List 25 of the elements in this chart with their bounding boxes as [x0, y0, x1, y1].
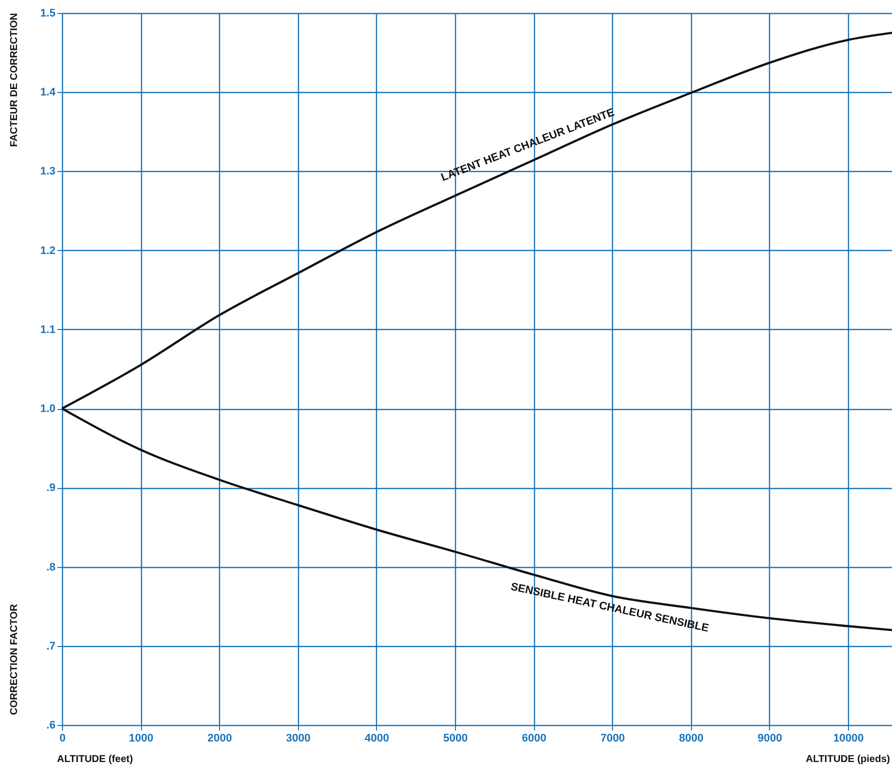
x-tick-label: 10000 [833, 732, 864, 744]
x-tick-label: 7000 [600, 732, 625, 744]
x-tick-label: 5000 [443, 732, 468, 744]
x-tick-label: 9000 [758, 732, 782, 744]
text: FACTEUR DE CORRECTION [9, 13, 20, 147]
x-tick-label: 8000 [679, 732, 704, 744]
x-tick-label: 4000 [364, 732, 390, 744]
x-tick-label: 3000 [286, 732, 311, 744]
x-tick-label: 1000 [128, 732, 154, 744]
y-tick-label: 1.5 [40, 8, 56, 20]
y-tick-label: .8 [46, 561, 56, 574]
x-axis-title: ALTITUDE (feet) [57, 754, 133, 765]
y-tick-label: 1.0 [40, 403, 56, 416]
x-tick-label: 0 [59, 732, 66, 744]
x-tick-label: 6000 [522, 732, 546, 744]
y-tick-label: 1.1 [40, 324, 56, 336]
y-tick-label: 1.4 [40, 86, 56, 99]
y-tick-label: .6 [46, 720, 56, 732]
y-tick-label: .9 [46, 482, 56, 494]
y-tick-label: .7 [46, 640, 56, 652]
y-tick-label: 1.2 [40, 244, 56, 257]
x-tick-label: 2000 [207, 732, 232, 744]
y-axis-title: CORRECTION FACTOR [9, 603, 20, 715]
text: ALTITUDE (pieds) [806, 754, 890, 765]
y-tick-label: 1.3 [40, 166, 56, 178]
